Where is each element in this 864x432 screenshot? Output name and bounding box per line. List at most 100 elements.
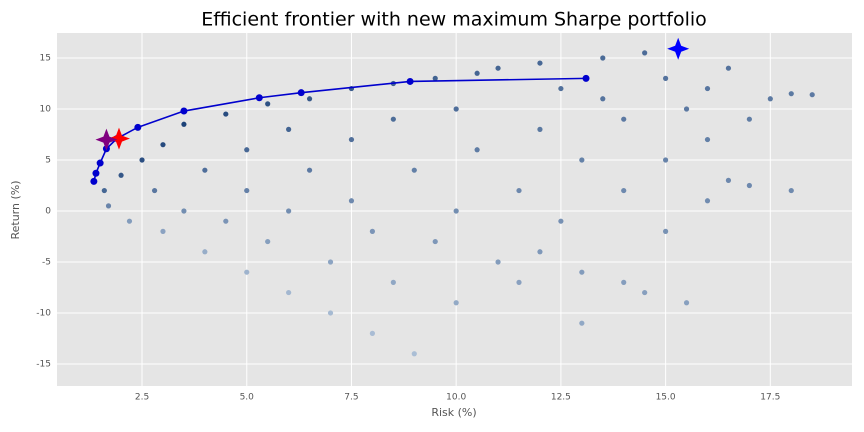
x-tick-label: 5.0 bbox=[240, 393, 255, 403]
portfolio-point bbox=[683, 106, 690, 112]
portfolio-point bbox=[432, 75, 438, 81]
portfolio-point bbox=[223, 218, 229, 224]
portfolio-point bbox=[642, 50, 648, 56]
portfolio-point bbox=[432, 238, 438, 245]
x-tick-label: 10.0 bbox=[446, 393, 466, 403]
portfolio-point bbox=[663, 75, 669, 81]
portfolio-point bbox=[101, 187, 107, 194]
portfolio-point bbox=[286, 126, 292, 132]
portfolio-point bbox=[390, 279, 396, 285]
portfolio-point bbox=[286, 208, 292, 214]
frontier-point bbox=[180, 107, 188, 115]
portfolio-point bbox=[558, 218, 564, 224]
x-tick-label: 15.0 bbox=[656, 393, 676, 403]
portfolio-point bbox=[118, 172, 124, 178]
portfolio-point bbox=[411, 167, 417, 173]
portfolio-point bbox=[453, 208, 459, 214]
frontier-point bbox=[582, 74, 590, 82]
portfolio-point bbox=[223, 111, 229, 117]
portfolio-point bbox=[202, 167, 208, 173]
portfolio-point bbox=[160, 142, 166, 148]
portfolio-point bbox=[600, 55, 606, 61]
portfolio-point bbox=[348, 136, 355, 143]
portfolio-point bbox=[181, 208, 187, 214]
frontier-point bbox=[134, 123, 142, 131]
portfolio-point bbox=[537, 249, 543, 255]
portfolio-point bbox=[788, 187, 794, 194]
portfolio-point bbox=[516, 279, 522, 285]
portfolio-point bbox=[663, 228, 669, 234]
frontier-point bbox=[297, 89, 305, 97]
portfolio-point bbox=[244, 269, 250, 275]
frontier-point bbox=[92, 169, 100, 177]
portfolio-point bbox=[244, 187, 250, 194]
portfolio-point bbox=[369, 330, 376, 336]
portfolio-point bbox=[265, 101, 271, 107]
y-axis-label: Return (%) bbox=[9, 180, 22, 239]
portfolio-point bbox=[704, 136, 711, 143]
y-tick-label: 5 bbox=[45, 155, 51, 165]
y-tick-label: 0 bbox=[45, 206, 51, 216]
portfolio-point bbox=[537, 60, 543, 66]
portfolio-point bbox=[704, 198, 711, 204]
y-tick-label: -10 bbox=[36, 308, 51, 318]
portfolio-point bbox=[411, 351, 417, 357]
frontier-point bbox=[96, 159, 104, 167]
portfolio-point bbox=[306, 96, 313, 102]
portfolio-point bbox=[621, 187, 627, 194]
x-tick-label: 12.5 bbox=[551, 393, 571, 403]
y-tick-label: 15 bbox=[40, 53, 51, 63]
portfolio-point bbox=[579, 269, 585, 275]
portfolio-point bbox=[558, 85, 564, 92]
portfolio-point bbox=[348, 198, 355, 204]
portfolio-point bbox=[390, 116, 396, 122]
portfolio-point bbox=[809, 92, 815, 98]
portfolio-point bbox=[621, 279, 627, 285]
portfolio-point bbox=[105, 203, 112, 209]
portfolio-point bbox=[537, 126, 543, 132]
portfolio-point bbox=[621, 116, 627, 122]
x-tick-label: 2.5 bbox=[135, 393, 149, 403]
portfolio-point bbox=[495, 65, 501, 71]
portfolio-point bbox=[160, 228, 166, 234]
portfolio-point bbox=[746, 116, 752, 122]
portfolio-point bbox=[151, 187, 158, 194]
portfolio-point bbox=[453, 106, 459, 112]
portfolio-point bbox=[600, 96, 606, 102]
portfolio-star bbox=[95, 128, 118, 151]
portfolio-point bbox=[369, 228, 376, 234]
portfolio-star bbox=[107, 127, 130, 150]
portfolio-point bbox=[327, 310, 334, 316]
x-tick-label: 17.5 bbox=[760, 393, 780, 403]
portfolio-point bbox=[265, 238, 271, 245]
portfolio-point bbox=[516, 187, 522, 194]
chart-title: Efficient frontier with new maximum Shar… bbox=[201, 9, 707, 31]
portfolio-point bbox=[725, 177, 732, 183]
portfolio-point bbox=[642, 289, 648, 296]
portfolio-point bbox=[579, 320, 585, 326]
portfolio-point bbox=[139, 157, 145, 163]
portfolio-point bbox=[579, 157, 585, 163]
x-tick-label: 7.5 bbox=[344, 393, 358, 403]
portfolio-point bbox=[683, 300, 690, 306]
portfolio-point bbox=[244, 147, 250, 153]
y-tick-label: -15 bbox=[36, 359, 51, 369]
portfolio-point bbox=[474, 70, 480, 76]
portfolio-point bbox=[453, 300, 459, 306]
portfolio-star bbox=[667, 37, 690, 60]
y-tick-label: -5 bbox=[42, 257, 51, 267]
portfolio-point bbox=[725, 65, 732, 71]
portfolio-point bbox=[126, 218, 133, 224]
frontier-point bbox=[406, 77, 414, 85]
y-tick-label: 10 bbox=[40, 104, 52, 114]
frontier-point bbox=[255, 94, 263, 102]
portfolio-point bbox=[327, 259, 334, 265]
portfolio-point bbox=[767, 96, 773, 102]
x-axis-label: Risk (%) bbox=[431, 406, 476, 419]
portfolio-point bbox=[663, 157, 669, 163]
portfolio-point bbox=[286, 289, 292, 296]
portfolio-point bbox=[788, 91, 794, 97]
portfolio-point bbox=[474, 147, 480, 153]
portfolio-point bbox=[746, 182, 752, 189]
